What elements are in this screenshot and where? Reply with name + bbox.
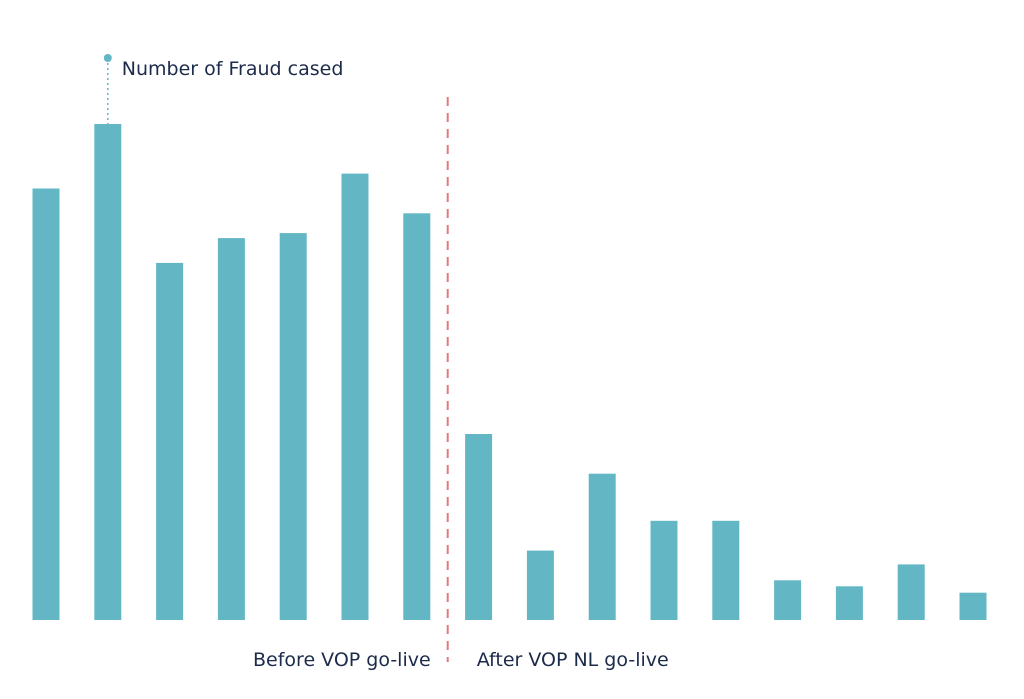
bar-3 <box>156 262 184 620</box>
bar-10 <box>588 473 616 620</box>
bar-14 <box>835 586 863 620</box>
bar-8 <box>465 434 493 620</box>
bar-7 <box>403 213 431 621</box>
bars-group <box>32 124 987 621</box>
bar-12 <box>712 520 740 620</box>
bar-16 <box>959 592 987 620</box>
bar-2 <box>94 124 122 620</box>
bar-11 <box>650 520 678 620</box>
bar-9 <box>526 550 554 620</box>
bar-4 <box>217 238 245 620</box>
annotation-label: Number of Fraud cased <box>122 58 344 80</box>
bar-1 <box>32 188 60 620</box>
bar-15 <box>897 564 925 620</box>
before-go-live-label: Before VOP go-live <box>253 649 431 671</box>
after-go-live-label: After VOP NL go-live <box>477 649 669 671</box>
annotation-dot <box>103 54 112 62</box>
bar-13 <box>774 580 802 620</box>
bar-5 <box>279 233 307 620</box>
bar-6 <box>341 173 369 620</box>
